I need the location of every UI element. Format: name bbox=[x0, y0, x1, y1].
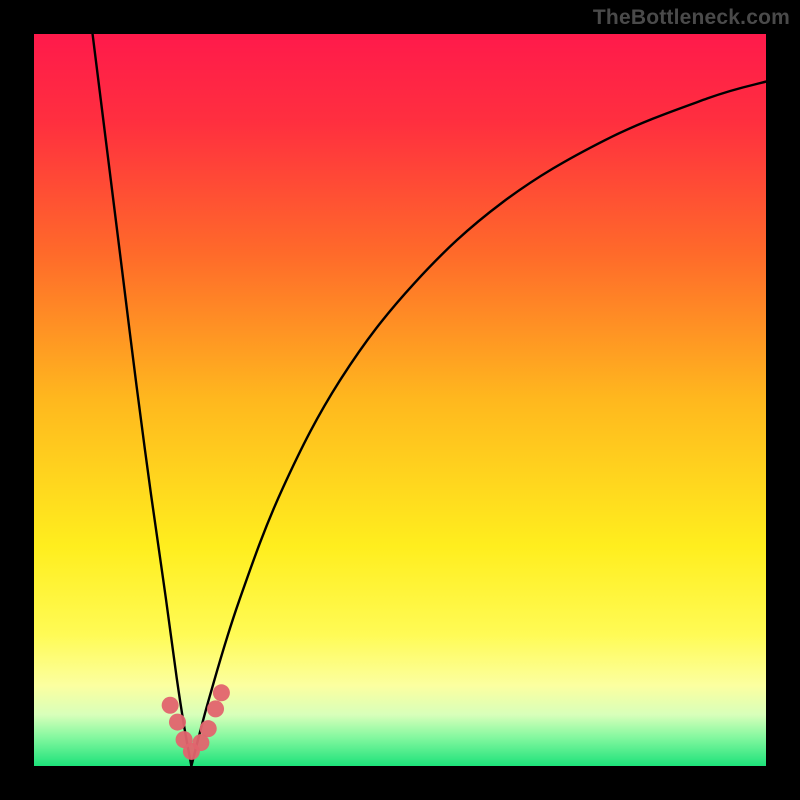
data-marker bbox=[162, 697, 179, 714]
data-marker bbox=[169, 714, 186, 731]
data-marker bbox=[200, 720, 217, 737]
chart-svg bbox=[34, 34, 766, 766]
data-marker bbox=[213, 684, 230, 701]
watermark-text: TheBottleneck.com bbox=[593, 6, 790, 30]
chart-background bbox=[34, 34, 766, 766]
data-marker bbox=[207, 700, 224, 717]
chart-plot-area bbox=[34, 34, 766, 766]
